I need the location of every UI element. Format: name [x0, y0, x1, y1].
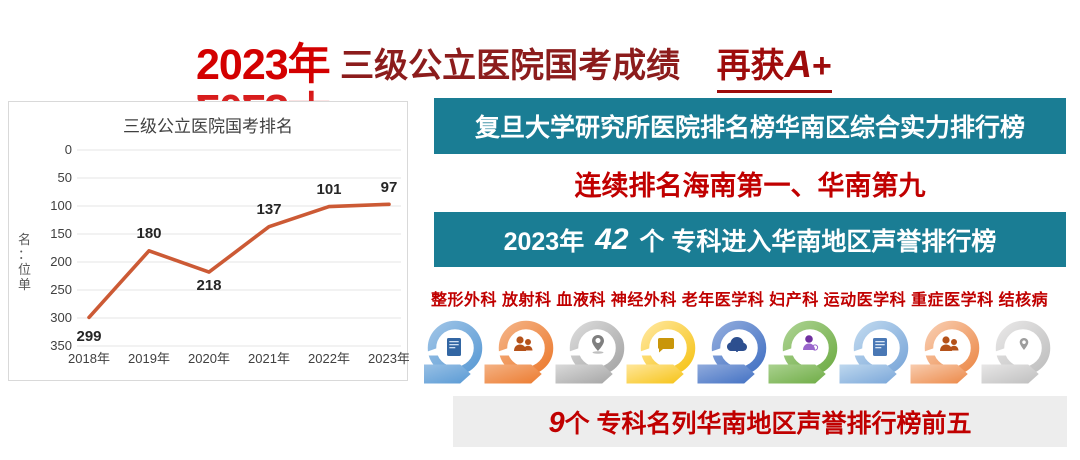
svg-text:100: 100 [50, 198, 72, 213]
svg-text:2020年: 2020年 [188, 351, 230, 366]
svg-text:250: 250 [50, 282, 72, 297]
svg-text:2022年: 2022年 [308, 351, 350, 366]
svg-text:2023年: 2023年 [368, 351, 409, 366]
svg-text:50: 50 [58, 170, 72, 185]
svg-text:2019年: 2019年 [128, 351, 170, 366]
svg-text:137: 137 [256, 201, 281, 218]
svg-text:200: 200 [50, 254, 72, 269]
svg-text:101: 101 [316, 181, 341, 198]
svg-text:97: 97 [381, 179, 398, 196]
svg-text:0: 0 [65, 142, 72, 157]
svg-text:180: 180 [136, 225, 161, 242]
svg-text:2018年: 2018年 [68, 351, 110, 366]
svg-text:299: 299 [76, 328, 101, 345]
svg-text:300: 300 [50, 310, 72, 325]
svg-text:150: 150 [50, 226, 72, 241]
svg-text:2021年: 2021年 [248, 351, 290, 366]
svg-text:218: 218 [196, 277, 221, 294]
